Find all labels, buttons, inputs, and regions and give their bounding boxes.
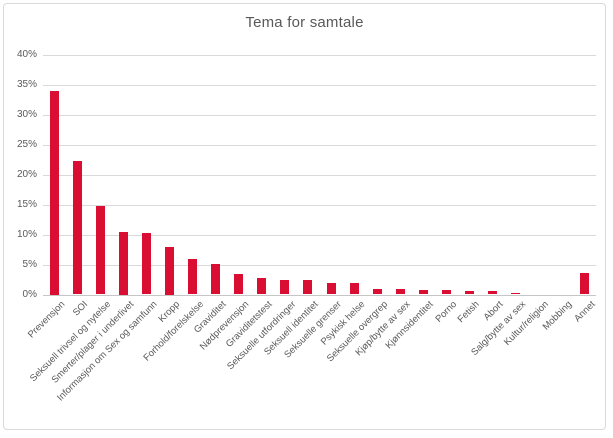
bar	[142, 232, 152, 295]
bar	[487, 290, 497, 295]
x-tick-label-text: Prevensjon	[25, 299, 68, 341]
bar	[96, 206, 106, 295]
bar	[165, 246, 175, 295]
y-tick-label: 5%	[22, 258, 37, 270]
bar	[188, 259, 198, 295]
gridline	[43, 264, 596, 266]
chart-frame: Tema for samtale 0% 5% 10% 15% 20% 25% 30% 35% 4…	[3, 3, 606, 430]
bar	[50, 90, 60, 295]
x-tick-label-text: Porno	[433, 299, 459, 325]
x-tick-label-text: Fetish	[455, 299, 483, 326]
y-tick-label: 10%	[16, 228, 37, 240]
gridline	[43, 144, 596, 146]
bar	[234, 274, 244, 295]
bar	[211, 263, 221, 295]
bar	[510, 292, 520, 295]
bar	[441, 290, 451, 295]
x-axis-line	[43, 294, 596, 296]
gridline	[43, 54, 596, 56]
y-tick-label: 15%	[16, 198, 37, 210]
y-tick-label: 20%	[16, 168, 37, 180]
chart-title: Tema for samtale	[245, 14, 364, 31]
gridline	[43, 174, 596, 176]
y-tick-label: 0%	[22, 288, 37, 300]
bar	[303, 280, 313, 295]
x-tick-label-text: Informasjon om Sex og samfunn	[54, 299, 160, 404]
bar	[326, 283, 336, 295]
bar	[349, 283, 359, 295]
gridline	[43, 114, 596, 116]
y-tick-label: 25%	[16, 138, 37, 150]
gridline	[43, 234, 596, 236]
bar	[372, 289, 382, 295]
bar	[579, 272, 589, 295]
bar	[464, 290, 474, 295]
y-tick-label: 30%	[16, 108, 37, 120]
gridline	[43, 84, 596, 86]
gridline	[43, 204, 596, 206]
bar	[119, 231, 129, 295]
bar	[280, 280, 290, 295]
y-tick-label: 35%	[16, 78, 37, 90]
bar	[395, 289, 405, 295]
bar	[418, 290, 428, 295]
y-tick-label: 40%	[16, 48, 37, 60]
bar	[257, 277, 267, 295]
bar	[73, 160, 83, 295]
plot-area: 0% 5% 10% 15% 20% 25% 30% 35% 40% Prevensjon SOI Se…	[4, 4, 605, 429]
x-tick-label-text: Annet	[571, 299, 598, 325]
